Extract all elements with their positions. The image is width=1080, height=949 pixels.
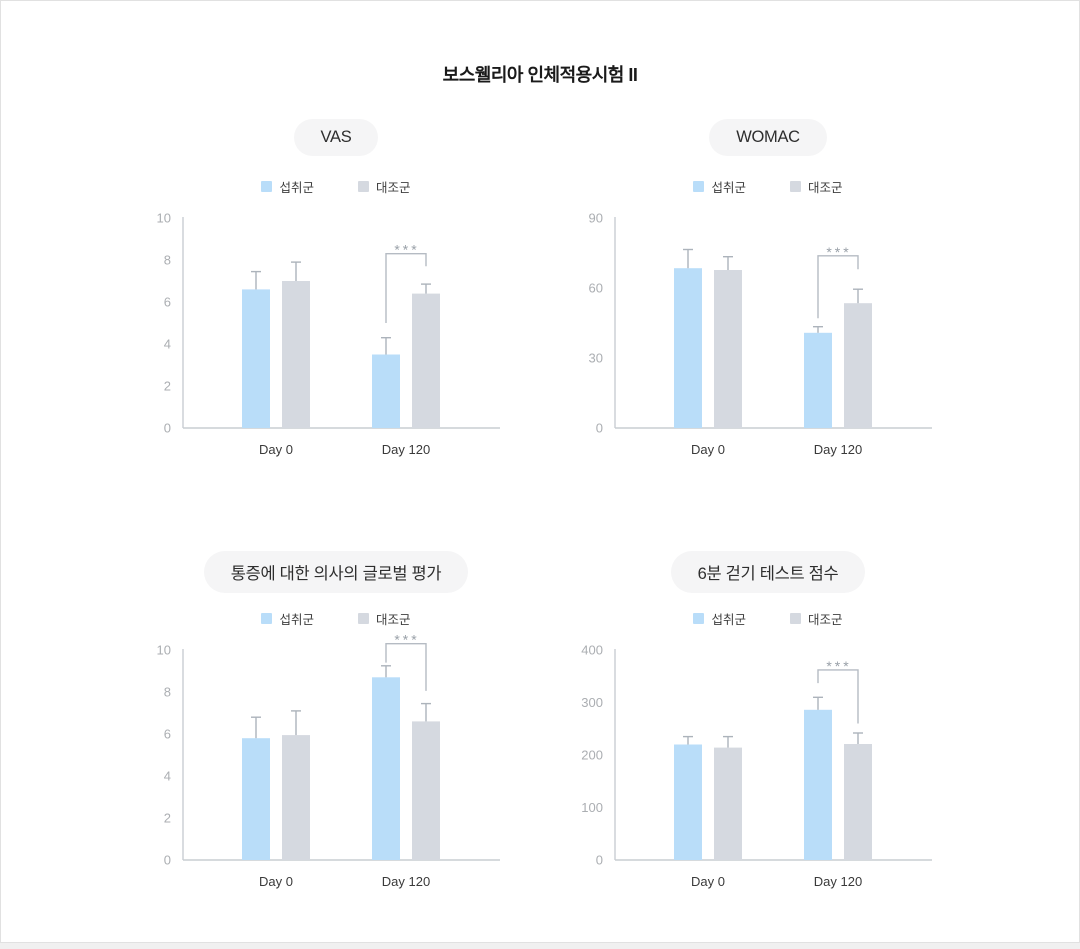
legend-label-intake: 섭취군 xyxy=(279,613,314,627)
bar-intake-day0 xyxy=(674,268,702,428)
legend-item-control-group: 대조군 xyxy=(358,609,411,628)
chart-section-global-pain-assessment: 통증에 대한 의사의 글로벌 평가 섭취군 대조군 0 2 4 6 8 10 Day 0 Da… xyxy=(121,548,551,942)
legend-swatch-intake xyxy=(261,181,273,192)
chart-section-womac: WOMAC 섭취군 대조군 0 30 60 90 Day 0 Day 120 *** xyxy=(553,116,983,521)
legend-swatch-control xyxy=(358,181,369,192)
womac-bar-chart: 0 30 60 90 Day 0 Day 120 *** xyxy=(589,211,932,457)
chart-title-pill-global-pain: 통증에 대한 의사의 글로벌 평가 xyxy=(203,551,469,593)
bar-control-day0 xyxy=(714,270,742,428)
x-category-label: Day 0 xyxy=(259,442,293,457)
significance-stars: *** xyxy=(394,632,419,648)
chart-legend: 섭취군 대조군 xyxy=(121,609,551,628)
y-tick-label: 2 xyxy=(164,379,171,394)
x-category-label: Day 120 xyxy=(814,442,862,457)
significance-bracket xyxy=(385,643,427,691)
legend-item-control-group: 대조군 xyxy=(790,609,843,628)
y-tick-label: 400 xyxy=(581,643,603,658)
y-tick-label: 10 xyxy=(157,643,171,658)
legend-label-control: 대조군 xyxy=(808,613,843,627)
chart-title-row: 통증에 대한 의사의 글로벌 평가 xyxy=(121,551,551,593)
bar-control-day120 xyxy=(412,293,440,428)
y-tick-label: 0 xyxy=(164,421,171,436)
x-category-label: Day 120 xyxy=(382,874,430,889)
chart-section-six-minute-walk: 6분 걷기 테스트 점수 섭취군 대조군 0 100 200 300 400 Day 0 D… xyxy=(553,548,983,942)
bar-control-day0 xyxy=(282,281,310,428)
bar-intake-day120 xyxy=(804,332,832,428)
legend-swatch-control xyxy=(790,613,801,624)
y-tick-label: 0 xyxy=(596,421,603,436)
y-tick-label: 0 xyxy=(596,853,603,868)
chart-title-pill-walk-test: 6분 걷기 테스트 점수 xyxy=(670,551,866,593)
chart-title-row: VAS xyxy=(121,119,551,156)
y-tick-label: 60 xyxy=(589,281,603,296)
y-tick-label: 100 xyxy=(581,800,603,815)
legend-swatch-intake xyxy=(693,181,705,192)
legend-label-intake: 섭취군 xyxy=(711,181,746,195)
chart-title-pill-womac: WOMAC xyxy=(709,119,827,156)
bar-intake-day120 xyxy=(372,677,400,860)
bar-intake-day0 xyxy=(242,738,270,860)
y-tick-label: 0 xyxy=(164,853,171,868)
legend-item-intake-group: 섭취군 xyxy=(693,177,746,196)
chart-title-pill-vas: VAS xyxy=(293,119,379,156)
significance-bracket xyxy=(385,253,427,323)
significance-stars: *** xyxy=(826,658,851,674)
chart-title-row: 6분 걷기 테스트 점수 xyxy=(553,551,983,593)
legend-item-control-group: 대조군 xyxy=(790,177,843,196)
y-tick-label: 300 xyxy=(581,695,603,710)
legend-swatch-control xyxy=(790,181,801,192)
chart-legend: 섭취군 대조군 xyxy=(553,609,983,628)
x-category-label: Day 120 xyxy=(382,442,430,457)
y-tick-label: 4 xyxy=(164,769,171,784)
y-tick-label: 8 xyxy=(164,253,171,268)
x-category-label: Day 120 xyxy=(814,874,862,889)
bar-intake-day120 xyxy=(804,709,832,860)
legend-swatch-intake xyxy=(693,613,705,624)
legend-label-control: 대조군 xyxy=(376,613,411,627)
bar-intake-day0 xyxy=(242,289,270,428)
legend-label-intake: 섭취군 xyxy=(711,613,746,627)
legend-label-control: 대조군 xyxy=(376,181,411,195)
y-tick-label: 10 xyxy=(157,211,171,226)
chart-title-row: WOMAC xyxy=(553,119,983,156)
chart-section-vas: VAS 섭취군 대조군 0 2 4 6 8 10 Day 0 Day 120 *** xyxy=(121,116,551,521)
significance-stars: *** xyxy=(826,244,851,260)
legend-label-intake: 섭취군 xyxy=(279,181,314,195)
legend-swatch-intake xyxy=(261,613,273,624)
y-tick-label: 200 xyxy=(581,748,603,763)
y-tick-label: 6 xyxy=(164,295,171,310)
y-tick-label: 90 xyxy=(589,211,603,226)
y-tick-label: 2 xyxy=(164,811,171,826)
bar-control-day120 xyxy=(844,744,872,860)
legend-swatch-control xyxy=(358,613,369,624)
x-category-label: Day 0 xyxy=(691,874,725,889)
vas-bar-chart: 0 2 4 6 8 10 Day 0 Day 120 *** xyxy=(157,211,500,457)
bar-intake-day120 xyxy=(372,354,400,428)
x-category-label: Day 0 xyxy=(259,874,293,889)
significance-bracket xyxy=(817,669,859,724)
bar-intake-day0 xyxy=(674,744,702,860)
bar-control-day120 xyxy=(844,303,872,428)
bar-control-day0 xyxy=(282,735,310,860)
significance-stars: *** xyxy=(394,242,419,258)
global-pain-bar-chart: 0 2 4 6 8 10 Day 0 Day 120 *** xyxy=(157,632,500,889)
y-tick-label: 4 xyxy=(164,337,171,352)
legend-item-intake-group: 섭취군 xyxy=(261,609,314,628)
legend-item-intake-group: 섭취군 xyxy=(693,609,746,628)
walk-test-bar-chart: 0 100 200 300 400 Day 0 Day 120 *** xyxy=(581,643,932,889)
legend-item-intake-group: 섭취군 xyxy=(261,177,314,196)
chart-legend: 섭취군 대조군 xyxy=(553,177,983,196)
x-category-label: Day 0 xyxy=(691,442,725,457)
page-title: 보스웰리아 인체적용시험 II xyxy=(442,65,638,85)
y-tick-label: 8 xyxy=(164,685,171,700)
legend-label-control: 대조군 xyxy=(808,181,843,195)
y-tick-label: 6 xyxy=(164,727,171,742)
bar-control-day120 xyxy=(412,721,440,860)
legend-item-control-group: 대조군 xyxy=(358,177,411,196)
chart-legend: 섭취군 대조군 xyxy=(121,177,551,196)
y-tick-label: 30 xyxy=(589,351,603,366)
bar-control-day0 xyxy=(714,747,742,860)
significance-bracket xyxy=(817,255,859,319)
